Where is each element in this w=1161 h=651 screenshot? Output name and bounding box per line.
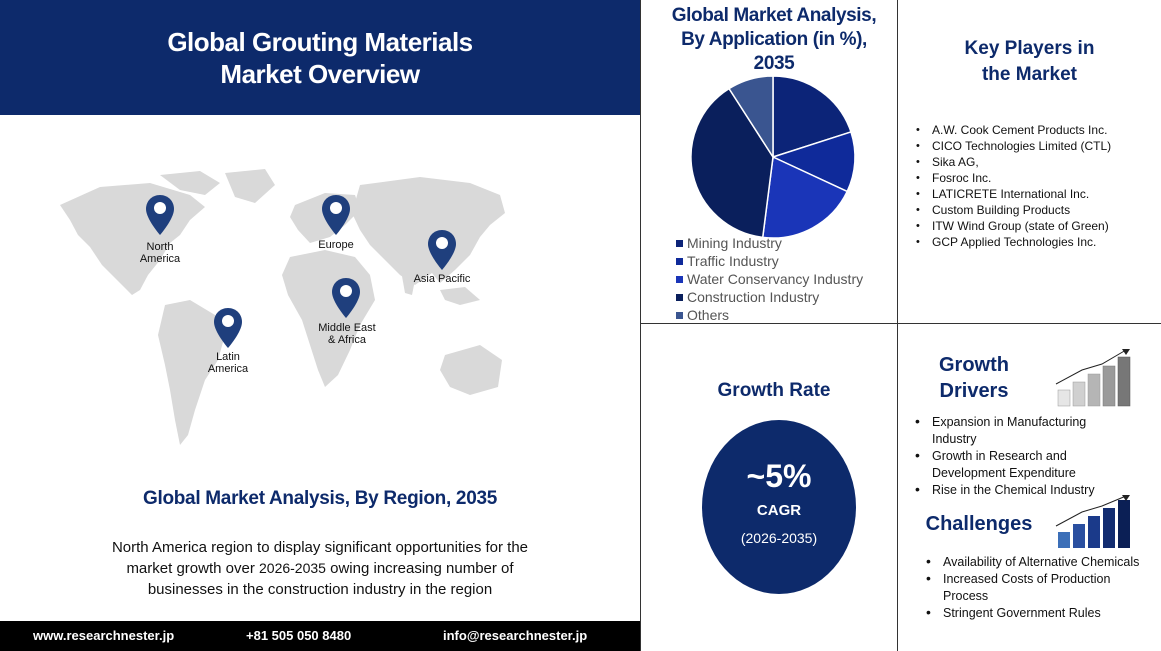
middle-east-africa-pin-icon bbox=[332, 278, 360, 318]
legend-label: Traffic Industry bbox=[687, 253, 779, 269]
world-map-shape bbox=[60, 169, 505, 445]
application-pie-chart bbox=[690, 75, 856, 239]
growth-rate-title: Growth Rate bbox=[717, 380, 831, 401]
list-item: Sika AG, bbox=[916, 154, 1132, 170]
region-label-asia-pacific: Asia Pacific bbox=[413, 273, 471, 285]
list-item: Expansion in Manufacturing Industry bbox=[915, 413, 1132, 448]
legend-swatch bbox=[676, 257, 683, 265]
world-map: North America Europe Asia Pacific Middle … bbox=[0, 115, 640, 480]
cagr-period: (2026-2035) bbox=[740, 530, 818, 546]
legend-item: Mining Industry bbox=[676, 234, 863, 252]
legend-item: Water Conservancy Industry bbox=[676, 270, 863, 288]
key-players-list: A.W. Cook Cement Products Inc. CICO Tech… bbox=[916, 122, 1132, 250]
region-label-latin-america: Latin America bbox=[207, 351, 249, 375]
challenges-title: Challenges bbox=[925, 513, 1033, 535]
footer-phone[interactable]: +81 505 050 8480 bbox=[246, 628, 352, 643]
growth-bars-icon bbox=[1055, 349, 1131, 407]
divider-horizontal bbox=[640, 323, 1161, 324]
footer-website-link[interactable]: www.researchnester.jp bbox=[33, 628, 175, 643]
footer-email-link[interactable]: info@researchnester.jp bbox=[443, 628, 588, 643]
list-item: Rise in the Chemical Industry bbox=[915, 481, 1132, 499]
legend-item: Others bbox=[676, 306, 863, 324]
list-item: CICO Technologies Limited (CTL) bbox=[916, 138, 1132, 154]
forecast-years: 2026-2035 bbox=[259, 560, 326, 576]
region-label-north-america: North America bbox=[139, 241, 181, 265]
footer-bar: www.researchnester.jp +81 505 050 8480 i… bbox=[0, 621, 640, 651]
north-america-pin-icon bbox=[146, 195, 174, 235]
region-label-middle-east-africa: Middle East & Africa bbox=[318, 322, 376, 346]
cagr-value: ~5% bbox=[746, 458, 812, 494]
growth-drivers-list: Expansion in Manufacturing Industry Grow… bbox=[915, 413, 1132, 499]
legend-item: Traffic Industry bbox=[676, 252, 863, 270]
pie-slice-others bbox=[728, 75, 774, 160]
latin-america-pin-icon bbox=[214, 308, 242, 348]
challenges-list: Availability of Alternative Chemicals In… bbox=[926, 553, 1143, 622]
list-item: Increased Costs of Production Process bbox=[926, 570, 1143, 605]
list-item: LATICRETE International Inc. bbox=[916, 186, 1132, 202]
list-item: Stringent Government Rules bbox=[926, 604, 1143, 622]
legend-label: Water Conservancy Industry bbox=[687, 271, 864, 287]
asia-pacific-pin-icon bbox=[428, 230, 456, 270]
legend-swatch bbox=[676, 311, 683, 319]
legend-swatch bbox=[676, 239, 683, 247]
legend-swatch bbox=[676, 275, 683, 283]
region-analysis-title: Global Market Analysis, By Region, 2035 bbox=[142, 488, 497, 509]
list-item: A.W. Cook Cement Products Inc. bbox=[916, 122, 1132, 138]
divider-middle bbox=[897, 0, 898, 651]
region-analysis-description: North America region to display signific… bbox=[111, 539, 529, 598]
list-item: GCP Applied Technologies Inc. bbox=[916, 234, 1132, 250]
page-title: Global Grouting Materials Market Overvie… bbox=[167, 26, 473, 89]
cagr-badge: ~5% CAGR (2026-2035) bbox=[702, 420, 856, 594]
challenges-bars-icon bbox=[1055, 495, 1130, 548]
application-chart-title: Global Market Analysis, By Application (… bbox=[671, 5, 877, 74]
pie-slice-traffic-industry bbox=[770, 131, 856, 193]
key-players-title: Key Players in the Market bbox=[964, 38, 1095, 85]
legend-item: Construction Industry bbox=[676, 288, 863, 306]
cagr-label: CAGR bbox=[756, 502, 802, 519]
list-item: ITW Wind Group (state of Green) bbox=[916, 218, 1132, 234]
header-banner: Global Grouting Materials Market Overvie… bbox=[0, 0, 640, 115]
list-item: Custom Building Products bbox=[916, 202, 1132, 218]
legend-label: Others bbox=[687, 307, 730, 323]
legend-label: Construction Industry bbox=[687, 289, 820, 305]
list-item: Growth in Research and Development Expen… bbox=[915, 447, 1132, 482]
application-legend: Mining Industry Traffic Industry Water Con… bbox=[676, 234, 863, 324]
growth-drivers-title: Growth Drivers bbox=[939, 354, 1009, 402]
legend-swatch bbox=[676, 293, 683, 301]
europe-pin-icon bbox=[322, 195, 350, 235]
legend-label: Mining Industry bbox=[687, 235, 782, 251]
pie-slice-water-conservancy-industry bbox=[761, 155, 849, 239]
list-item: Availability of Alternative Chemicals bbox=[926, 553, 1143, 571]
list-item: Fosroc Inc. bbox=[916, 170, 1132, 186]
divider-left bbox=[640, 0, 641, 651]
region-label-europe: Europe bbox=[318, 239, 354, 251]
pie-slice-mining-industry bbox=[772, 75, 852, 159]
